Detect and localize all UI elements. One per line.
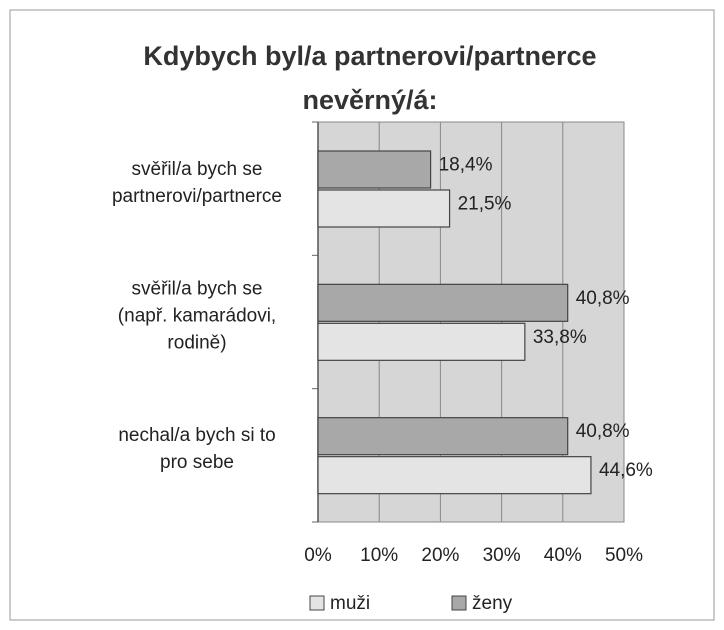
y-tick-label: nechal/a bych si to pro sebe xyxy=(118,425,276,474)
x-tick-label: 0% xyxy=(304,545,332,566)
bar xyxy=(317,456,592,495)
data-label: 44,6% xyxy=(599,460,653,481)
chart-title: Kdybych byl/a partnerovi/partnerce nevěr… xyxy=(143,41,597,115)
x-tick-label: 10% xyxy=(360,545,398,566)
data-label: 33,8% xyxy=(533,327,587,348)
legend-swatch xyxy=(309,595,325,611)
x-tick-label: 30% xyxy=(483,545,521,566)
legend-label: muži xyxy=(330,593,370,614)
data-label: 21,5% xyxy=(458,194,512,215)
legend-label: ženy xyxy=(472,593,513,614)
bar xyxy=(317,322,526,361)
x-tick-label: 50% xyxy=(605,545,643,566)
data-label: 40,8% xyxy=(576,288,630,309)
data-label: 40,8% xyxy=(576,421,630,442)
data-label: 18,4% xyxy=(439,155,493,176)
y-tick-label: svěřil/a bych se (např. kamarádovi, rodi… xyxy=(117,278,277,354)
bar xyxy=(317,417,569,456)
x-tick-label: 20% xyxy=(421,545,459,566)
frame xyxy=(9,9,715,621)
plot-area xyxy=(317,121,625,523)
bar xyxy=(317,189,451,228)
y-tick-label: svěřil/a bych se partnerovi/partnerce xyxy=(111,158,283,207)
legend-swatch xyxy=(451,595,467,611)
bar xyxy=(317,283,569,322)
bar xyxy=(317,150,432,189)
x-tick-label: 40% xyxy=(544,545,582,566)
